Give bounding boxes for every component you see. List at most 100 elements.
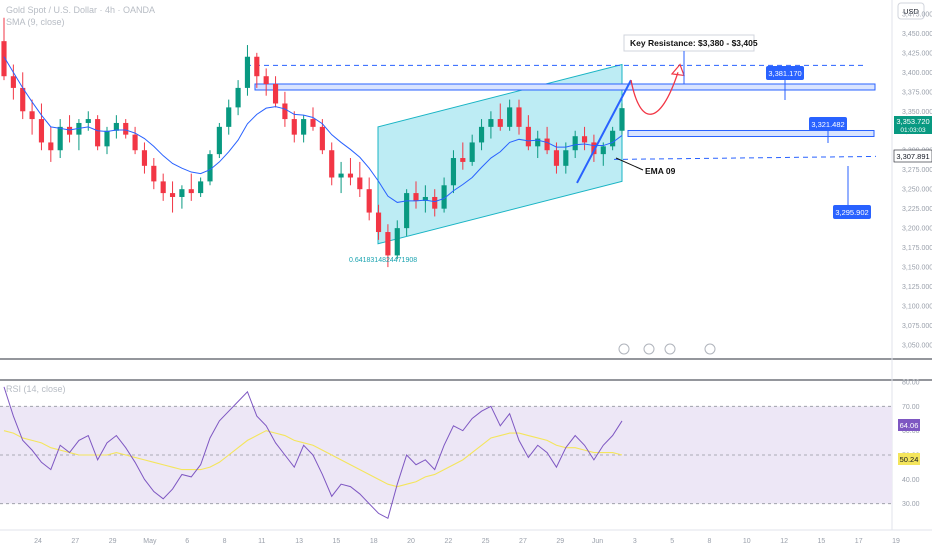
candle-body[interactable] — [263, 76, 269, 85]
candle-body[interactable] — [488, 119, 494, 127]
candle-body[interactable] — [226, 107, 232, 127]
candle-body[interactable] — [347, 173, 354, 178]
candle-body[interactable] — [525, 126, 531, 147]
candle-body[interactable] — [291, 119, 297, 135]
candle-body[interactable] — [151, 165, 157, 182]
candle-body[interactable] — [469, 142, 475, 162]
candle-body[interactable] — [310, 119, 316, 127]
candles-layer[interactable] — [1, 17, 625, 268]
price-tick-label: 3,225.000 — [902, 206, 932, 213]
candle-body[interactable] — [535, 138, 541, 147]
candle-body[interactable] — [319, 126, 325, 151]
last-price-badge[interactable] — [894, 116, 932, 134]
candle-body[interactable] — [394, 228, 400, 256]
candle-body[interactable] — [38, 119, 45, 143]
candle-body[interactable] — [188, 189, 194, 194]
candle-body[interactable] — [179, 189, 185, 197]
level-top-badge[interactable] — [766, 66, 804, 80]
projection-up-arrow[interactable] — [576, 79, 632, 184]
candle-body[interactable] — [169, 193, 176, 197]
candle-body[interactable] — [1, 41, 7, 77]
candle-body[interactable] — [441, 185, 447, 209]
prev-price-badge[interactable] — [893, 149, 932, 163]
candle-body[interactable] — [235, 87, 241, 108]
candle-body[interactable] — [581, 136, 588, 143]
time-axis[interactable]: 24 27 29 May 6 8 11 13 15 18 20 22 25 27 29 Jun 3 5 8 10 12 1… — [34, 538, 900, 545]
projection-reversal-arrow[interactable] — [630, 72, 679, 115]
candle-body[interactable] — [385, 232, 391, 256]
candle-body[interactable] — [553, 150, 560, 166]
economic-events[interactable] — [618, 343, 716, 355]
candle-body[interactable] — [497, 119, 503, 127]
candle-body[interactable] — [301, 119, 307, 135]
rsi-line[interactable] — [3, 386, 623, 519]
rsi-ma-line[interactable] — [3, 430, 623, 488]
candle-body[interactable] — [104, 130, 110, 147]
candle-body[interactable] — [516, 107, 522, 127]
candle-body[interactable] — [198, 181, 204, 194]
ascending-channel[interactable] — [377, 63, 623, 245]
candle-body[interactable] — [375, 212, 382, 233]
candle-body[interactable] — [413, 193, 419, 201]
candle-body[interactable] — [216, 126, 222, 155]
candle-body[interactable] — [357, 177, 363, 190]
key-resistance-box[interactable] — [623, 34, 755, 52]
support-zone[interactable] — [627, 129, 875, 137]
candle-body[interactable] — [600, 146, 606, 155]
candle-body[interactable] — [338, 173, 344, 178]
candle-body[interactable] — [572, 136, 578, 151]
price-axis[interactable]: 3,475.000 3,450.000 3,425.000 3,400.000 3,37… — [902, 11, 932, 349]
level-low-badge[interactable] — [833, 205, 871, 219]
candle-body[interactable] — [591, 142, 597, 155]
resistance-zone[interactable] — [254, 83, 876, 91]
candle-body[interactable] — [10, 76, 16, 88]
candle-body[interactable] — [619, 108, 625, 131]
flag-icon[interactable] — [664, 343, 676, 355]
price-tick-label: 3,250.000 — [902, 187, 932, 194]
time-tick-label: Jun — [592, 538, 603, 545]
candle-body[interactable] — [20, 87, 26, 112]
flag-icon[interactable] — [704, 343, 716, 355]
candle-body[interactable] — [57, 126, 63, 151]
flag-icon[interactable] — [618, 343, 630, 355]
candle-body[interactable] — [366, 189, 372, 213]
candle-body[interactable] — [329, 150, 335, 178]
candle-body[interactable] — [544, 138, 550, 151]
time-tick-label: 27 — [519, 538, 527, 545]
candle-body[interactable] — [254, 56, 260, 77]
flag-icon[interactable] — [643, 343, 655, 355]
ema-9-line[interactable] — [3, 56, 623, 203]
candle-body[interactable] — [432, 196, 438, 209]
rsi-value-badge[interactable] — [898, 419, 920, 431]
level-mid-badge[interactable] — [809, 117, 847, 131]
candle-body[interactable] — [282, 103, 288, 120]
candle-body[interactable] — [160, 181, 166, 194]
currency-button-bg[interactable] — [897, 2, 925, 20]
candle-body[interactable] — [507, 107, 513, 127]
currency-button[interactable]: USD — [903, 7, 919, 16]
candle-body[interactable] — [66, 126, 73, 135]
candle-body[interactable] — [478, 126, 485, 143]
candle-body[interactable] — [450, 158, 457, 186]
candle-body[interactable] — [207, 154, 213, 182]
candle-body[interactable] — [29, 111, 35, 120]
candle-body[interactable] — [48, 142, 54, 151]
candle-body[interactable] — [610, 130, 616, 147]
candle-body[interactable] — [272, 84, 279, 104]
support-dashed-line[interactable] — [613, 155, 877, 160]
rsi-tick-label: 30.00 — [902, 501, 920, 508]
candle-body[interactable] — [132, 134, 138, 151]
candle-body[interactable] — [123, 122, 129, 135]
candle-body[interactable] — [85, 119, 91, 123]
candle-body[interactable] — [95, 119, 101, 147]
candle-body[interactable] — [460, 158, 466, 162]
candle-body[interactable] — [141, 150, 148, 166]
rsi-ma-badge[interactable] — [898, 453, 920, 465]
candle-body[interactable] — [244, 56, 251, 88]
candle-body[interactable] — [563, 150, 569, 166]
candle-body[interactable] — [113, 122, 119, 131]
candle-body[interactable] — [404, 193, 410, 229]
candle-body[interactable] — [422, 196, 428, 201]
